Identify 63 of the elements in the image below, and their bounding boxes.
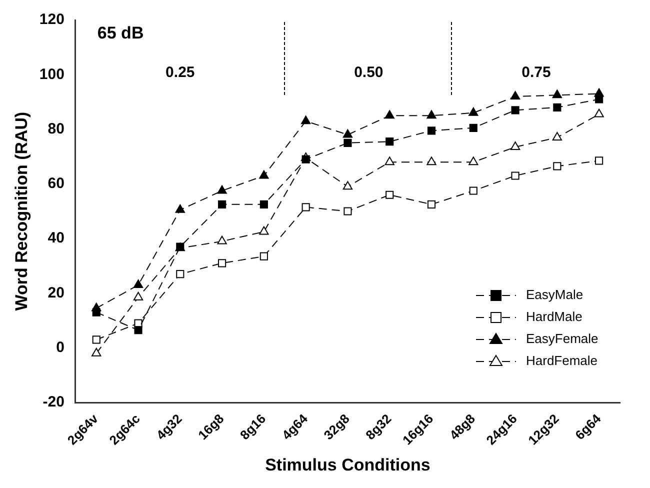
- point: [217, 236, 227, 244]
- point: [92, 308, 100, 316]
- point: [469, 124, 478, 132]
- point: [217, 185, 227, 194]
- point: [92, 336, 100, 344]
- point: [344, 207, 352, 216]
- y-tick-label: 80: [48, 120, 64, 138]
- point: [259, 226, 269, 235]
- point: [302, 203, 310, 212]
- point: [342, 181, 353, 190]
- point: [384, 156, 394, 166]
- x-axis-title: Stimulus Conditions: [265, 455, 430, 474]
- point: [468, 107, 478, 116]
- point: [260, 200, 268, 208]
- point: [260, 252, 268, 260]
- point: [218, 200, 226, 208]
- point: [427, 200, 436, 208]
- point: [594, 108, 604, 118]
- point: [426, 156, 436, 166]
- annotation: 0.50: [354, 64, 384, 82]
- point: [552, 90, 562, 98]
- point: [386, 190, 394, 199]
- point: [426, 110, 436, 119]
- point: [427, 126, 436, 135]
- point: [510, 91, 520, 100]
- point: [92, 348, 102, 356]
- point: [300, 116, 311, 124]
- point: [218, 259, 226, 268]
- y-tick-label: 0: [56, 339, 64, 356]
- point: [302, 155, 310, 164]
- y-tick-label: 20: [48, 284, 64, 302]
- point: [553, 103, 562, 112]
- point: [134, 326, 142, 334]
- annotation: 65 dB: [97, 24, 144, 43]
- point: [511, 106, 520, 114]
- y-tick-label: 40: [48, 230, 64, 247]
- point: [511, 172, 520, 180]
- point: [259, 170, 269, 179]
- legend-label: EasyFemale: [526, 331, 598, 346]
- point: [344, 138, 352, 147]
- annotation: 0.25: [166, 64, 195, 82]
- point: [552, 132, 562, 140]
- y-axis-title: Word Recognition (RAU): [12, 112, 31, 311]
- point: [510, 142, 520, 150]
- y-tick-label: 120: [39, 11, 64, 28]
- legend-label: HardMale: [526, 309, 582, 324]
- point: [469, 186, 478, 195]
- y-tick-label: 100: [39, 66, 64, 83]
- annotation: 0.75: [522, 64, 551, 82]
- legend-label: HardFemale: [526, 353, 598, 368]
- y-tick-label: 60: [48, 175, 64, 192]
- point: [133, 280, 144, 288]
- point: [175, 204, 185, 213]
- point: [553, 162, 562, 170]
- point: [468, 156, 478, 166]
- point: [176, 270, 184, 278]
- point: [342, 129, 353, 138]
- y-tick-label: -20: [42, 394, 64, 411]
- legend-label: EasyMale: [526, 287, 584, 302]
- point: [386, 138, 394, 146]
- point: [384, 110, 394, 119]
- point: [133, 292, 144, 300]
- point: [595, 156, 604, 165]
